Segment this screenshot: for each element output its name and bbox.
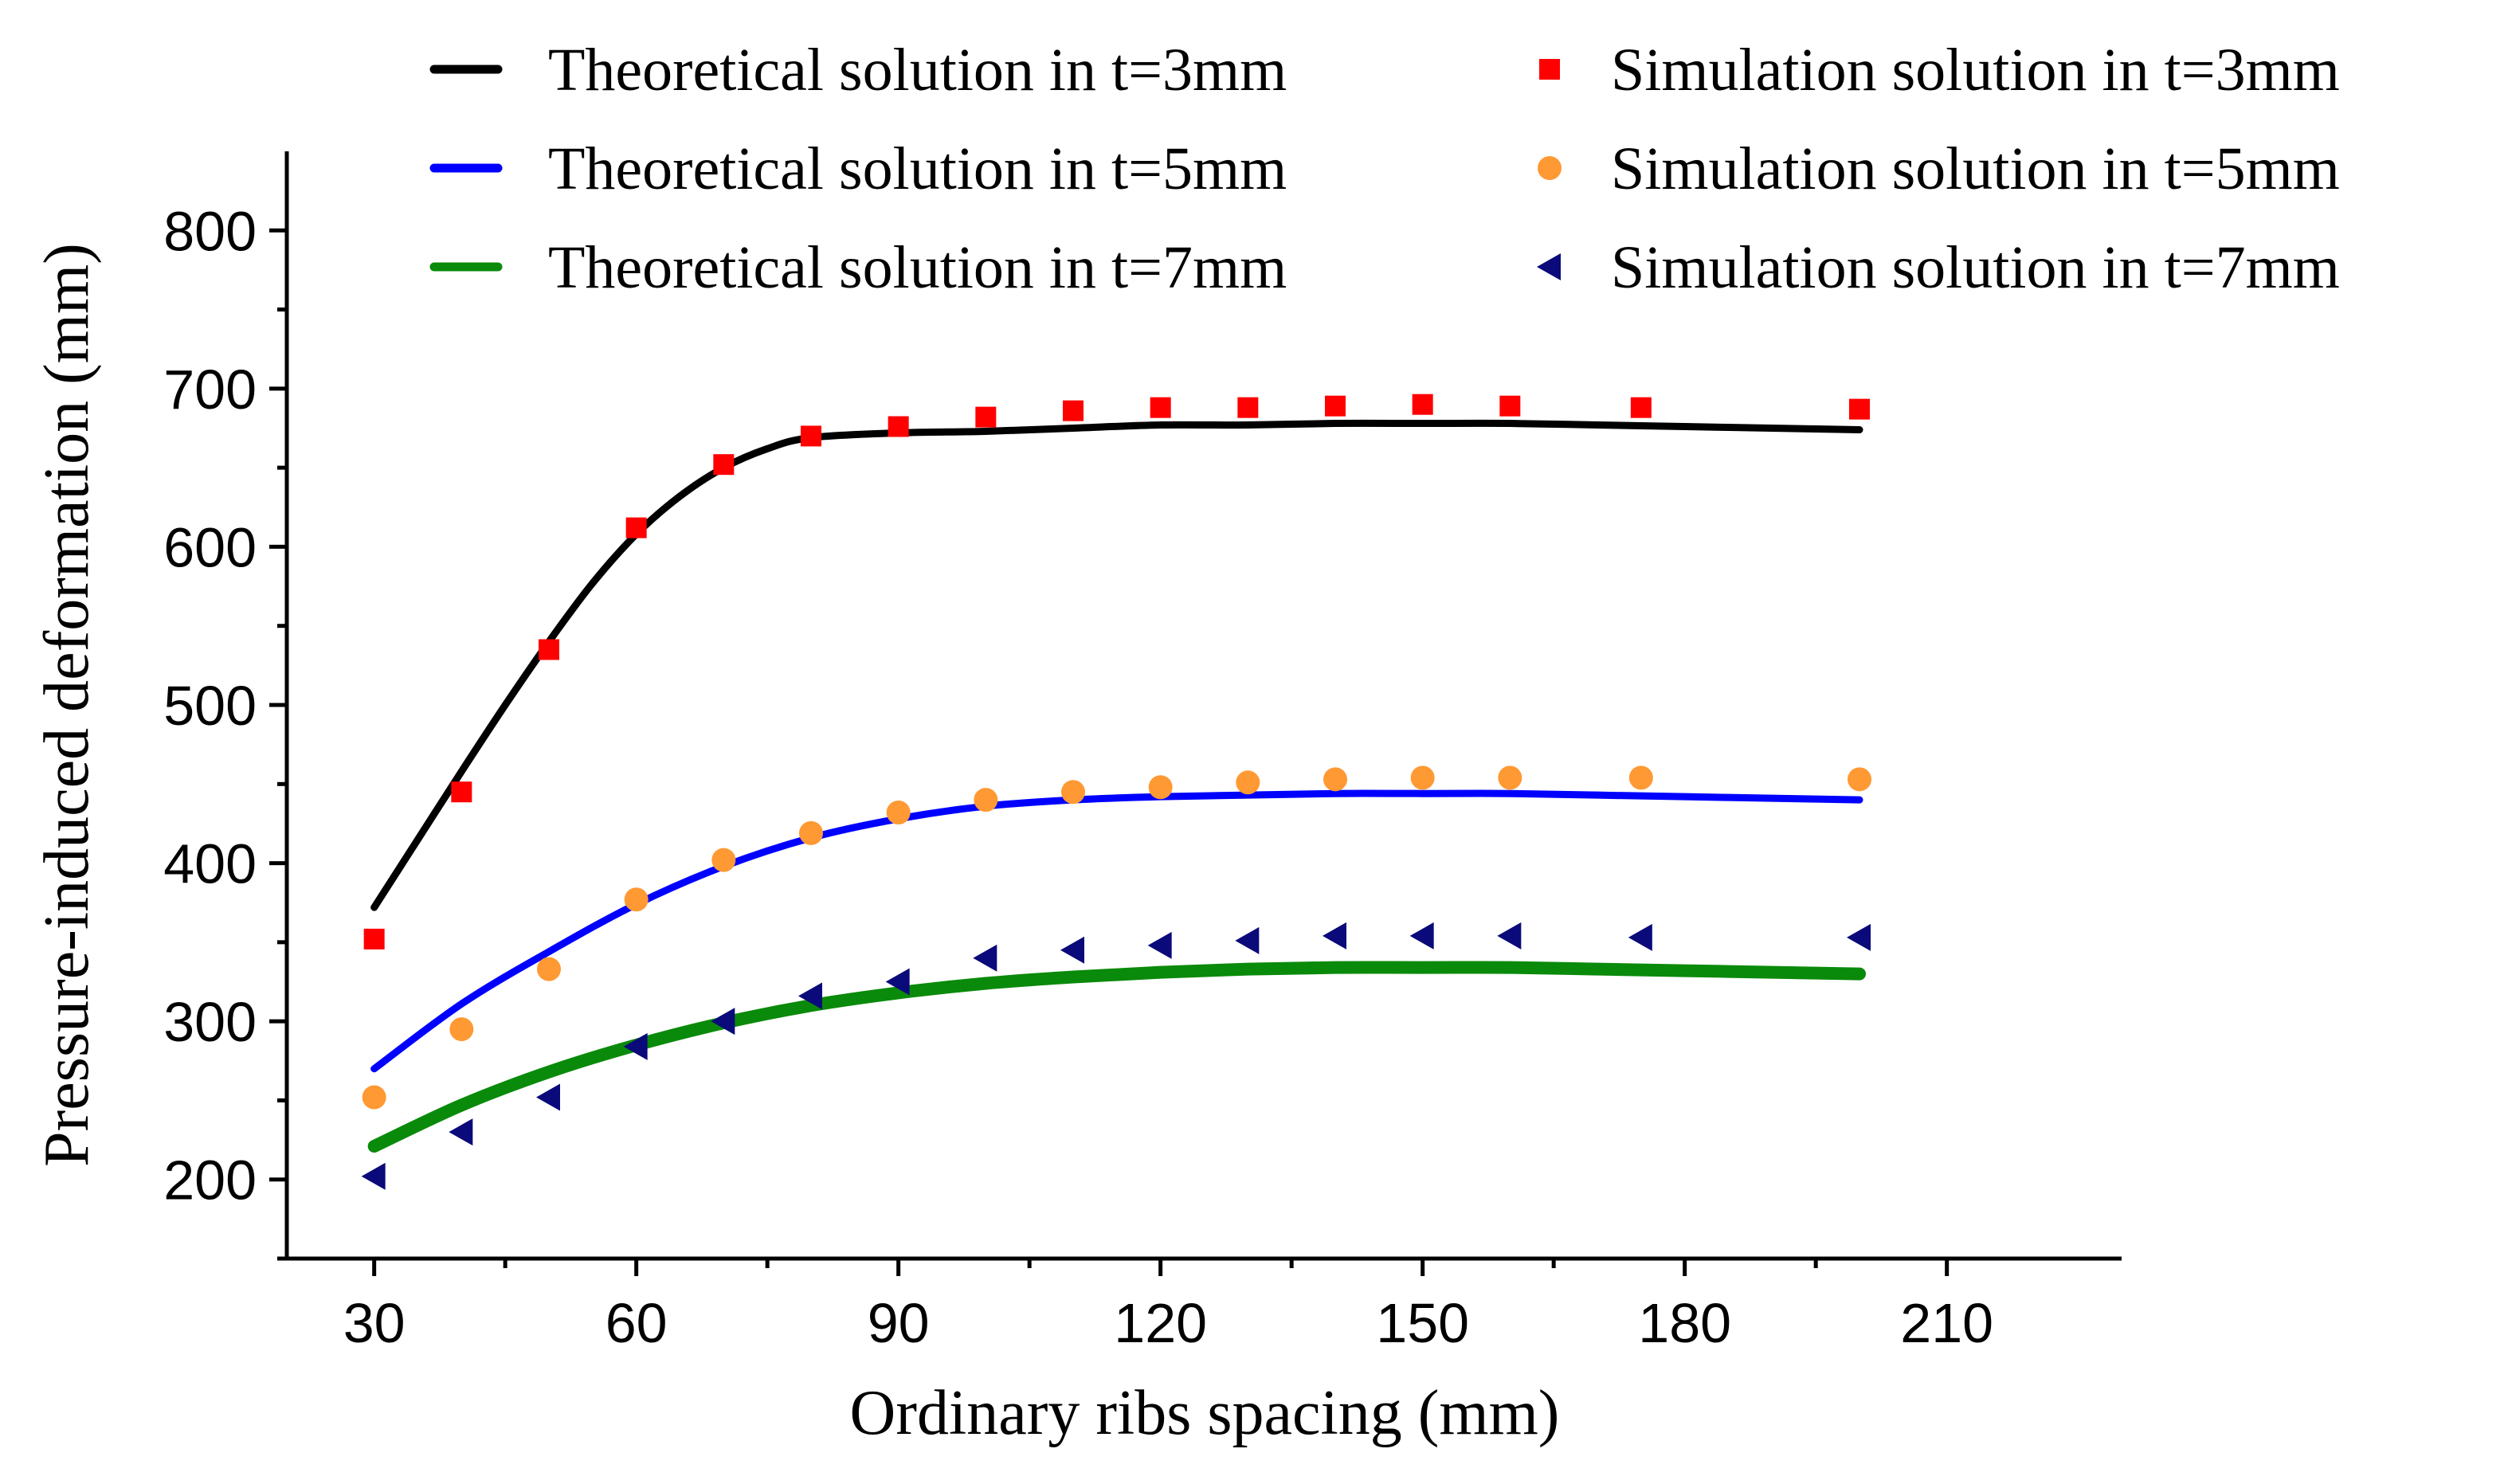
legend-label: Simulation solution in t=7mm [1611, 234, 2340, 301]
x-tick-label: 150 [1376, 1292, 1469, 1354]
simulation-point-square [888, 416, 909, 437]
x-tick-label: 210 [1900, 1292, 1993, 1354]
simulation-point-triangle-left [1147, 931, 1172, 959]
simulation-point-circle [1498, 765, 1522, 790]
legend-label: Theoretical solution in t=3mm [548, 37, 1287, 104]
legend: Theoretical solution in t=3mm Theoretical… [429, 37, 2340, 301]
simulation-point-triangle-left [1628, 923, 1652, 951]
simulation-point-triangle-left [1847, 923, 1871, 951]
x-tick-label: 30 [343, 1292, 406, 1354]
simulation-point-square [1630, 397, 1652, 418]
simulation-point-circle [362, 1085, 386, 1110]
simulation-point-square [625, 517, 647, 538]
simulation-point-triangle-left [1497, 922, 1522, 950]
simulation-point-circle [537, 957, 561, 981]
simulation-point-square [1325, 395, 1346, 417]
simulation-point-square [975, 406, 997, 428]
x-axis-title: Ordinary ribs spacing (mm) [850, 1378, 1560, 1448]
simulation-point-triangle-left [973, 944, 997, 972]
simulation-point-circle [711, 848, 736, 872]
x-tick-label: 60 [605, 1292, 668, 1354]
simulation-point-circle [799, 820, 823, 845]
axes [284, 151, 2122, 1261]
simulation-point-square [539, 639, 559, 660]
simulation-point-circle [1061, 780, 1085, 805]
simulation-point-triangle-left [1060, 936, 1084, 964]
simulation-point-triangle-left [1409, 922, 1434, 950]
y-axis-title: Pressure-induced deformation (mm) [32, 243, 102, 1167]
legend-marker-swatch [1538, 156, 1562, 180]
simulation-point-square [1412, 394, 1433, 415]
simulation-point-triangle-left [1323, 922, 1346, 950]
theoretical-line-1 [370, 419, 1863, 911]
simulation-point-square [801, 425, 821, 447]
simulation-point-circle [1848, 767, 1871, 792]
theoretical-line-2 [370, 789, 1863, 1073]
ticks: 30 60 90 120 150 180 210 200 300 400 500 600 700 800 [163, 200, 1993, 1354]
simulation-point-triangle-left [711, 1008, 735, 1036]
simulation-point-circle [886, 801, 911, 825]
simulation-point-square [1499, 395, 1521, 417]
legend-label: Simulation solution in t=5mm [1611, 135, 2340, 202]
simulation-point-square [1150, 397, 1171, 418]
x-tick-label: 180 [1638, 1292, 1731, 1354]
x-tick-label: 120 [1114, 1292, 1207, 1354]
simulation-point-circle [1410, 765, 1435, 790]
series-lines [367, 419, 1866, 1153]
simulation-point-triangle-left [361, 1162, 386, 1190]
simulation-point-triangle-left [623, 1032, 648, 1060]
simulation-point-circle [1323, 767, 1347, 792]
y-tick-label: 800 [163, 200, 257, 262]
y-tick-label: 200 [163, 1149, 257, 1212]
simulation-point-triangle-left [449, 1118, 473, 1146]
y-tick-label: 500 [163, 675, 257, 737]
simulation-point-triangle-left [885, 968, 910, 996]
simulation-point-circle [1236, 770, 1260, 795]
legend-marker-swatch [1537, 253, 1561, 280]
legend-label: Simulation solution in t=3mm [1611, 37, 2340, 104]
y-tick-label: 300 [163, 991, 257, 1053]
simulation-point-square [451, 781, 472, 803]
legend-label: Theoretical solution in t=5mm [548, 135, 1287, 202]
simulation-point-square [363, 928, 385, 950]
legend-marker-swatch [1539, 59, 1560, 80]
simulation-point-square [1237, 397, 1259, 418]
theoretical-line-3 [367, 961, 1866, 1153]
simulation-point-circle [449, 1017, 474, 1042]
simulation-point-triangle-left [798, 982, 822, 1010]
y-tick-label: 700 [163, 358, 257, 421]
y-tick-label: 600 [163, 516, 257, 578]
simulation-point-circle [1628, 765, 1653, 790]
simulation-point-square [1849, 398, 1870, 420]
simulation-point-circle [624, 887, 649, 912]
x-tick-label: 90 [868, 1292, 930, 1354]
simulation-point-circle [974, 788, 998, 812]
series-markers [361, 394, 1871, 1190]
simulation-point-square [1063, 400, 1084, 421]
simulation-point-square [713, 454, 735, 476]
simulation-point-triangle-left [1235, 926, 1260, 954]
y-tick-label: 400 [163, 833, 257, 895]
legend-label: Theoretical solution in t=7mm [548, 234, 1287, 301]
simulation-point-circle [1148, 775, 1173, 800]
simulation-point-triangle-left [536, 1083, 560, 1111]
